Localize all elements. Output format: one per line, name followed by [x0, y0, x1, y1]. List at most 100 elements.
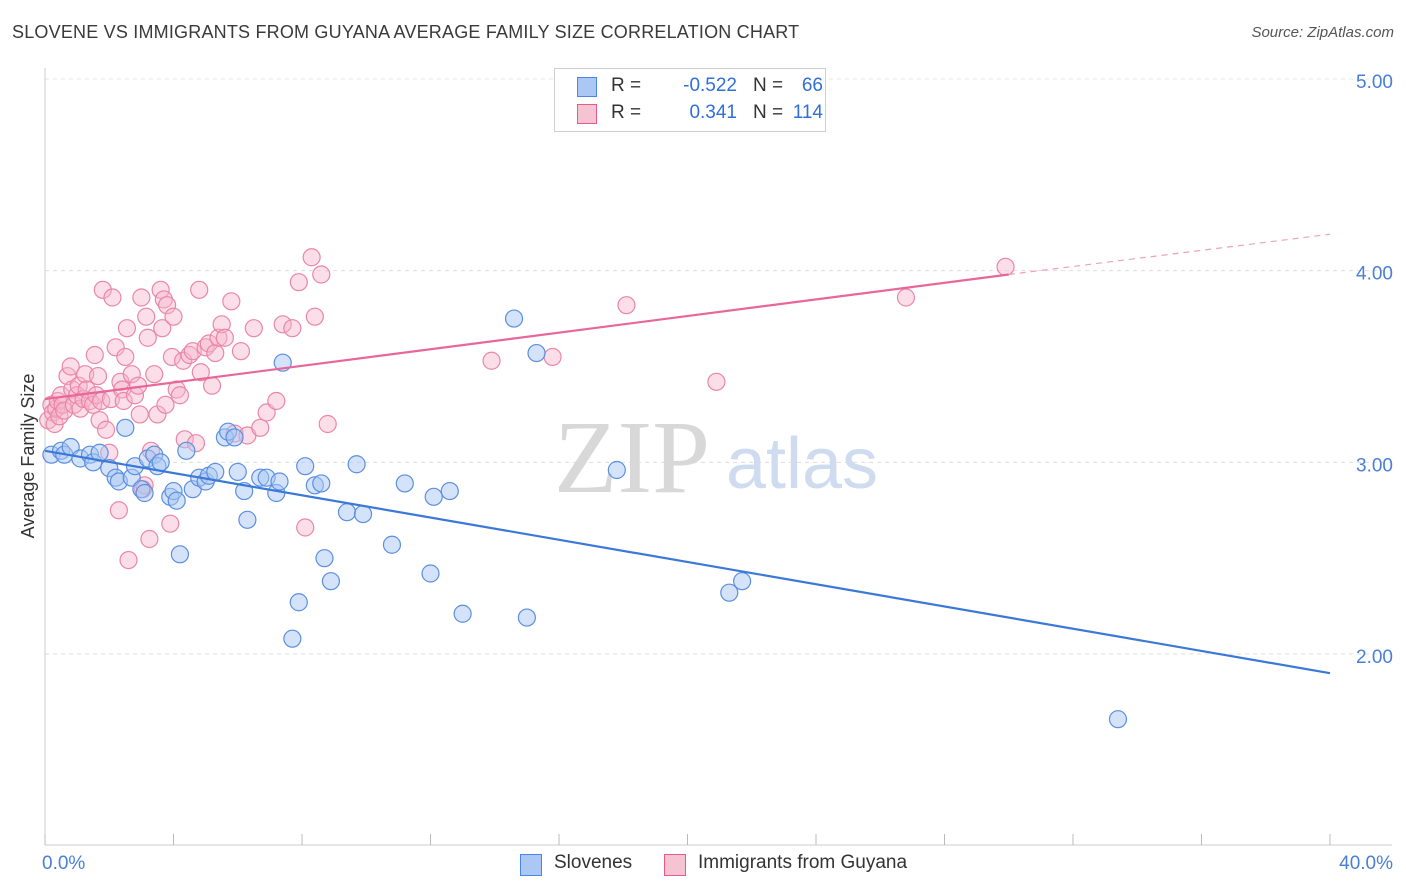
- point-slovenes: [116, 418, 135, 437]
- watermark-atlas: atlas: [726, 424, 878, 504]
- trend-line-slovenes: [44, 449, 1331, 675]
- point-guyana: [151, 280, 170, 299]
- point-slovenes: [206, 462, 225, 482]
- series-legend: Slovenes Immigrants from Guyana: [0, 852, 1406, 878]
- point-slovenes: [315, 549, 334, 568]
- legend-n-label: N =: [753, 75, 784, 96]
- point-slovenes: [504, 309, 524, 328]
- y-tick-label: 5.00: [1356, 72, 1393, 93]
- point-guyana: [103, 288, 122, 307]
- point-guyana: [305, 307, 324, 326]
- point-slovenes: [453, 604, 472, 623]
- point-slovenes: [720, 583, 739, 602]
- point-slovenes: [527, 343, 546, 363]
- x-tick-label-end: 40.0%: [1339, 853, 1393, 874]
- y-tick-label: 2.00: [1356, 647, 1393, 668]
- point-guyana: [267, 391, 286, 411]
- legend-swatch-pink: [577, 104, 597, 124]
- point-guyana: [130, 405, 149, 424]
- point-guyana: [996, 257, 1015, 276]
- point-slovenes: [151, 453, 170, 472]
- point-slovenes: [167, 491, 186, 510]
- legend-swatch-guyana: [664, 854, 686, 876]
- points-immigrants-from-guyana: [39, 248, 1015, 570]
- point-slovenes: [135, 483, 154, 503]
- point-guyana: [896, 288, 916, 307]
- point-slovenes: [424, 487, 443, 506]
- source-credit: Source: ZipAtlas.com: [1251, 24, 1394, 41]
- point-slovenes: [238, 510, 257, 529]
- point-guyana: [199, 334, 218, 353]
- point-guyana: [161, 514, 180, 533]
- point-slovenes: [321, 572, 341, 591]
- legend-r-label: R =: [611, 102, 642, 123]
- y-tick-label: 4.00: [1356, 264, 1393, 285]
- point-guyana: [273, 315, 292, 334]
- point-guyana: [617, 296, 636, 315]
- point-guyana: [302, 248, 321, 267]
- point-slovenes: [733, 572, 752, 591]
- point-slovenes: [421, 564, 440, 583]
- point-guyana: [209, 328, 228, 347]
- trend-lines: [44, 233, 1331, 675]
- point-guyana: [88, 366, 108, 386]
- point-slovenes: [353, 504, 373, 524]
- point-guyana: [55, 401, 74, 420]
- legend-n-value: 114: [792, 102, 823, 123]
- trend-line-guyana-extension: [1008, 233, 1331, 276]
- correlation-legend: R = -0.522 N = 66 R = 0.341 N = 114: [554, 68, 826, 132]
- point-guyana: [117, 319, 137, 338]
- legend-n-label: N =: [753, 102, 784, 123]
- point-guyana: [190, 280, 209, 299]
- x-tick-labels: 0.0% 40.0%: [42, 853, 1393, 874]
- point-guyana: [212, 315, 231, 334]
- point-slovenes: [177, 441, 196, 460]
- trend-line-guyana: [44, 273, 1009, 401]
- legend-swatch-blue: [577, 77, 597, 97]
- x-tick-label-start: 0.0%: [42, 853, 85, 874]
- point-guyana: [50, 407, 69, 426]
- point-slovenes: [312, 474, 331, 493]
- point-slovenes: [228, 462, 247, 482]
- point-guyana: [162, 347, 181, 367]
- point-guyana: [191, 363, 210, 382]
- legend-r-value: 0.341: [689, 102, 737, 123]
- point-guyana: [251, 418, 270, 437]
- point-guyana: [140, 529, 159, 549]
- legend-r-label: R =: [611, 75, 642, 96]
- point-guyana: [543, 347, 562, 367]
- point-guyana: [231, 342, 251, 361]
- watermark-zip: ZIP: [554, 400, 710, 515]
- point-slovenes: [395, 474, 414, 493]
- legend-r-value: -0.522: [683, 75, 737, 96]
- point-slovenes: [382, 535, 402, 554]
- point-slovenes: [1108, 710, 1128, 729]
- point-slovenes: [517, 608, 536, 627]
- point-guyana: [296, 518, 315, 537]
- point-guyana: [93, 280, 112, 299]
- point-guyana: [96, 420, 116, 439]
- point-guyana: [482, 351, 501, 370]
- point-slovenes: [170, 545, 190, 564]
- legend-swatch-slovenes: [520, 854, 542, 876]
- point-guyana: [109, 501, 128, 520]
- point-guyana: [157, 296, 177, 315]
- chart-title: SLOVENE VS IMMIGRANTS FROM GUYANA AVERAG…: [12, 22, 800, 42]
- point-guyana: [170, 386, 190, 405]
- y-tick-label: 3.00: [1356, 455, 1393, 476]
- point-guyana: [119, 550, 138, 570]
- point-guyana: [137, 307, 156, 326]
- point-guyana: [85, 345, 104, 365]
- point-guyana: [283, 319, 302, 338]
- point-guyana: [202, 376, 222, 395]
- point-guyana: [289, 273, 308, 292]
- axes: [44, 68, 1392, 846]
- point-slovenes: [607, 460, 626, 480]
- y-axis-title: Average Family Size: [18, 374, 38, 539]
- point-guyana: [154, 290, 173, 309]
- point-guyana: [90, 411, 109, 430]
- point-guyana: [145, 365, 164, 384]
- point-guyana: [222, 292, 241, 311]
- point-guyana: [215, 328, 234, 347]
